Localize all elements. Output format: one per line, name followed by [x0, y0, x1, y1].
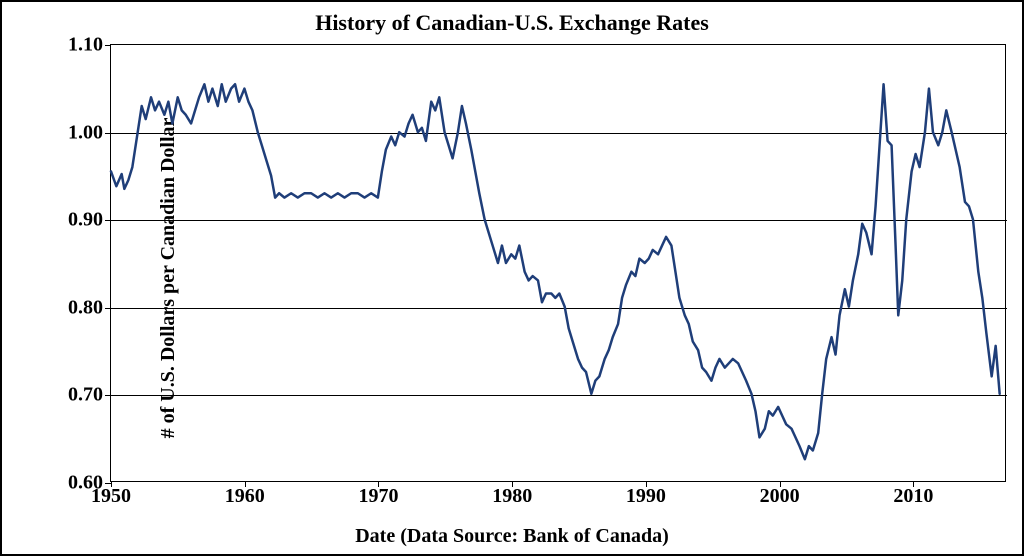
x-tick-label: 1980 [492, 485, 532, 508]
x-tick-label: 1990 [626, 485, 666, 508]
x-tick-label: 1950 [91, 485, 131, 508]
x-tick-label: 1960 [225, 485, 265, 508]
exchange-rate-line [111, 84, 1000, 459]
x-tick-label: 1970 [358, 485, 398, 508]
x-tick-label: 2000 [760, 485, 800, 508]
y-tick-label: 0.70 [68, 384, 103, 407]
plot-area: 0.600.700.800.901.001.101950196019701980… [110, 44, 1006, 482]
y-tick-label: 0.80 [68, 296, 103, 319]
chart-container: History of Canadian-U.S. Exchange Rates … [0, 0, 1024, 556]
chart-title: History of Canadian-U.S. Exchange Rates [2, 10, 1022, 36]
y-tick-label: 0.90 [68, 209, 103, 232]
x-axis-label: Date (Data Source: Bank of Canada) [2, 525, 1022, 548]
y-tick-label: 1.00 [68, 121, 103, 144]
y-tick-label: 1.10 [68, 34, 103, 57]
x-tick-label: 2010 [893, 485, 933, 508]
